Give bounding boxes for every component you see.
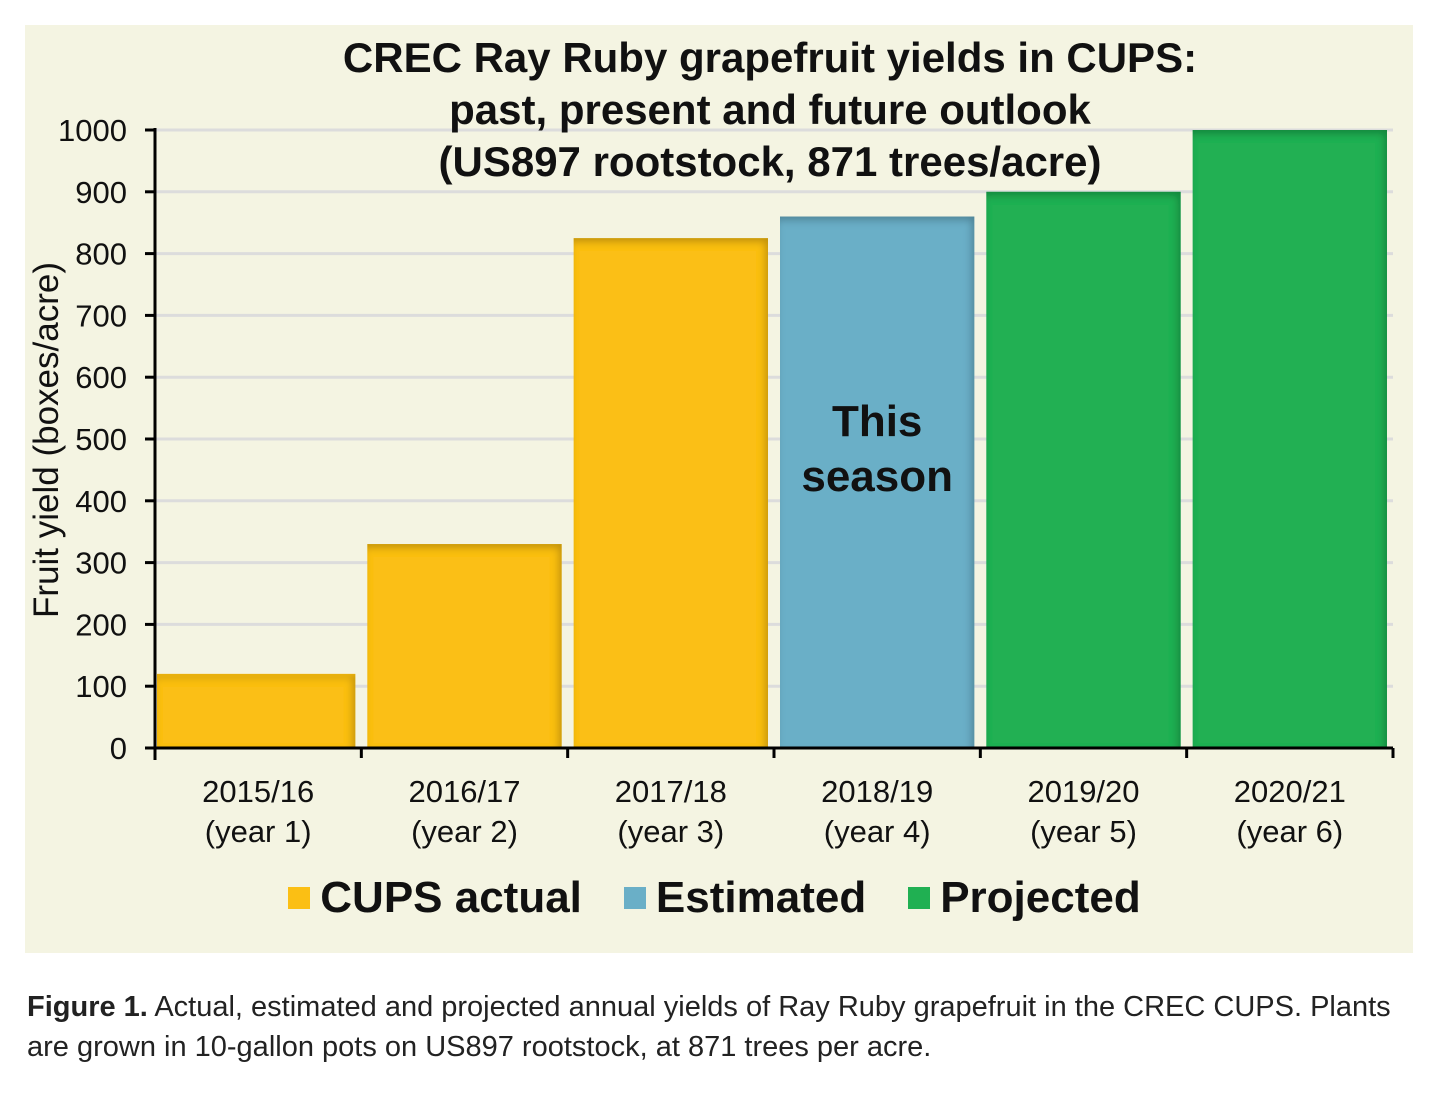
caption-label: Figure 1. bbox=[27, 991, 148, 1023]
title-line-2: past, present and future outlook bbox=[449, 86, 1091, 133]
bar bbox=[1192, 130, 1387, 748]
y-tick-label: 1000 bbox=[58, 113, 127, 148]
y-tick-label: 600 bbox=[75, 360, 127, 395]
legend-swatch bbox=[623, 887, 646, 909]
figure-caption: Figure 1. Actual, estimated and projecte… bbox=[27, 987, 1417, 1067]
legend: CUPS actual Estimated Projected bbox=[0, 873, 1429, 923]
x-tick-label: (year 2) bbox=[411, 814, 518, 849]
legend-swatch bbox=[288, 887, 311, 909]
y-tick-label: 500 bbox=[75, 422, 127, 457]
bar-annotation: season bbox=[801, 452, 953, 501]
bar bbox=[367, 544, 562, 748]
y-axis-label: Fruit yield (boxes/acre) bbox=[27, 262, 66, 618]
caption-text: Actual, estimated and projected annual y… bbox=[27, 991, 1391, 1063]
title-line-1: CREC Ray Ruby grapefruit yields in CUPS: bbox=[342, 34, 1198, 81]
chart-title: CREC Ray Ruby grapefruit yields in CUPS:… bbox=[200, 32, 1340, 188]
x-tick-label: 2018/19 bbox=[821, 774, 933, 809]
legend-item-actual: CUPS actual bbox=[288, 873, 582, 923]
legend-swatch bbox=[908, 887, 931, 909]
x-tick-label: (year 6) bbox=[1236, 814, 1343, 849]
legend-item-projected: Projected bbox=[908, 873, 1141, 923]
x-tick-label: (year 3) bbox=[617, 814, 724, 849]
x-tick-label: 2016/17 bbox=[408, 774, 520, 809]
x-tick-label: 2017/18 bbox=[615, 774, 727, 809]
legend-label: Estimated bbox=[655, 873, 867, 922]
y-tick-label: 800 bbox=[75, 237, 127, 272]
bar bbox=[986, 191, 1181, 749]
y-tick-label: 300 bbox=[75, 546, 127, 581]
x-tick-label: 2015/16 bbox=[202, 774, 314, 809]
legend-label: CUPS actual bbox=[320, 873, 582, 922]
x-tick-label: (year 5) bbox=[1030, 814, 1137, 849]
y-tick-label: 0 bbox=[110, 731, 127, 766]
bar-annotation: This bbox=[832, 397, 922, 446]
x-tick-label: (year 1) bbox=[205, 814, 312, 849]
x-tick-label: 2019/20 bbox=[1027, 774, 1139, 809]
legend-label: Projected bbox=[940, 873, 1141, 922]
bar bbox=[780, 216, 975, 748]
bar bbox=[573, 238, 768, 748]
legend-item-estimated: Estimated bbox=[623, 873, 867, 923]
x-tick-label: (year 4) bbox=[824, 814, 931, 849]
y-tick-label: 100 bbox=[75, 669, 127, 704]
y-tick-label: 200 bbox=[75, 607, 127, 642]
y-tick-label: 400 bbox=[75, 484, 127, 519]
y-tick-label: 900 bbox=[75, 175, 127, 210]
x-tick-label: 2020/21 bbox=[1234, 774, 1346, 809]
title-line-3: (US897 rootstock, 871 trees/acre) bbox=[438, 138, 1102, 185]
bar bbox=[157, 673, 356, 748]
y-tick-label: 700 bbox=[75, 298, 127, 333]
